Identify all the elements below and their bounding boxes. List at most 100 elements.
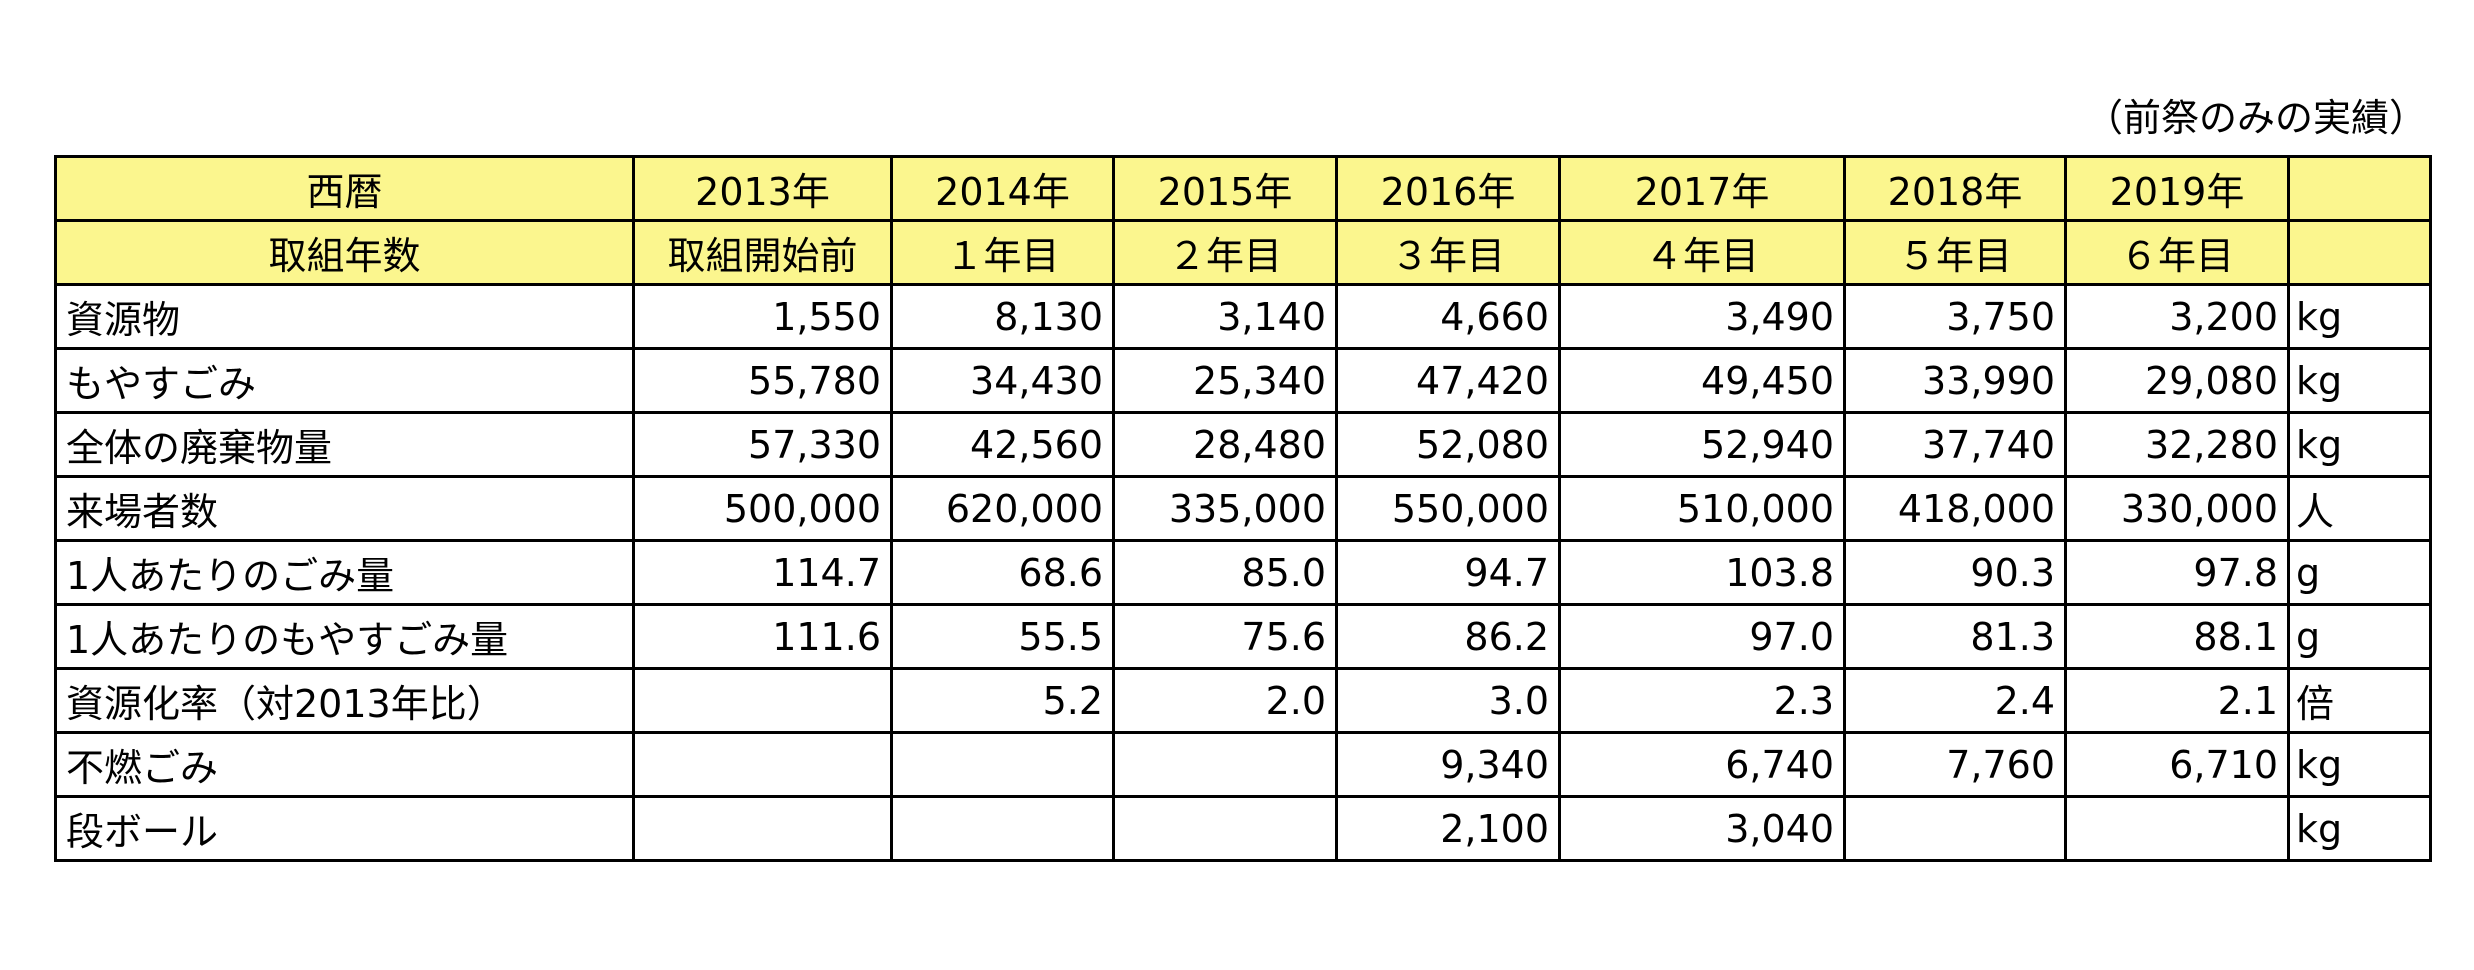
value-cell: 2.1: [2064, 667, 2290, 734]
row-label: 西暦: [54, 155, 635, 222]
unit-cell: kg: [2287, 283, 2432, 350]
effort-year-cell: ６年目: [2064, 219, 2290, 286]
value-cell: [890, 795, 1115, 862]
value-cell: 34,430: [890, 347, 1115, 414]
unit-cell: [2287, 219, 2432, 286]
value-cell: 97.8: [2064, 539, 2290, 606]
row-label: 資源化率（対2013年比）: [54, 667, 635, 734]
value-cell: 55.5: [890, 603, 1115, 670]
effort-year-cell: 取組開始前: [632, 219, 893, 286]
value-cell: 57,330: [632, 411, 893, 478]
value-cell: 4,660: [1335, 283, 1561, 350]
value-cell: 86.2: [1335, 603, 1561, 670]
effort-year-cell: ３年目: [1335, 219, 1561, 286]
value-cell: 32,280: [2064, 411, 2290, 478]
row-label: 取組年数: [54, 219, 635, 286]
table-row: 不燃ごみ 9,340 6,740 7,760 6,710 kg: [54, 731, 2432, 798]
effort-year-cell: ５年目: [1843, 219, 2067, 286]
header-row-effort-years: 取組年数 取組開始前 １年目 ２年目 ３年目 ４年目 ５年目 ６年目: [54, 219, 2432, 286]
value-cell: [1112, 795, 1338, 862]
row-label: 来場者数: [54, 475, 635, 542]
value-cell: 3,040: [1558, 795, 1846, 862]
value-cell: [1112, 731, 1338, 798]
value-cell: 3,490: [1558, 283, 1846, 350]
unit-cell: kg: [2287, 347, 2432, 414]
table-row: もやすごみ 55,780 34,430 25,340 47,420 49,450…: [54, 347, 2432, 414]
row-label: もやすごみ: [54, 347, 635, 414]
value-cell: 42,560: [890, 411, 1115, 478]
row-label: 1人あたりのもやすごみ量: [54, 603, 635, 670]
value-cell: 3,750: [1843, 283, 2067, 350]
unit-cell: g: [2287, 603, 2432, 670]
value-cell: 6,710: [2064, 731, 2290, 798]
row-label: 段ボール: [54, 795, 635, 862]
value-cell: [890, 731, 1115, 798]
value-cell: 52,940: [1558, 411, 1846, 478]
value-cell: 5.2: [890, 667, 1115, 734]
effort-year-cell: ２年目: [1112, 219, 1338, 286]
value-cell: [1843, 795, 2067, 862]
unit-cell: [2287, 155, 2432, 222]
value-cell: 2.0: [1112, 667, 1338, 734]
table-row: 来場者数 500,000 620,000 335,000 550,000 510…: [54, 475, 2432, 542]
unit-cell: kg: [2287, 411, 2432, 478]
value-cell: 8,130: [890, 283, 1115, 350]
value-cell: 68.6: [890, 539, 1115, 606]
effort-year-cell: １年目: [890, 219, 1115, 286]
row-label: 全体の廃棄物量: [54, 411, 635, 478]
value-cell: 510,000: [1558, 475, 1846, 542]
value-cell: 33,990: [1843, 347, 2067, 414]
value-cell: 55,780: [632, 347, 893, 414]
table-row: 資源物 1,550 8,130 3,140 4,660 3,490 3,750 …: [54, 283, 2432, 350]
value-cell: 3,140: [1112, 283, 1338, 350]
value-cell: 335,000: [1112, 475, 1338, 542]
value-cell: 90.3: [1843, 539, 2067, 606]
value-cell: 330,000: [2064, 475, 2290, 542]
effort-year-cell: ４年目: [1558, 219, 1846, 286]
value-cell: 97.0: [1558, 603, 1846, 670]
value-cell: [632, 795, 893, 862]
value-cell: 2.4: [1843, 667, 2067, 734]
value-cell: 75.6: [1112, 603, 1338, 670]
unit-cell: g: [2287, 539, 2432, 606]
year-cell: 2015年: [1112, 155, 1338, 222]
value-cell: 25,340: [1112, 347, 1338, 414]
row-label: 1人あたりのごみ量: [54, 539, 635, 606]
value-cell: 81.3: [1843, 603, 2067, 670]
value-cell: 52,080: [1335, 411, 1561, 478]
value-cell: 1,550: [632, 283, 893, 350]
value-cell: [632, 667, 893, 734]
value-cell: 418,000: [1843, 475, 2067, 542]
unit-cell: kg: [2287, 795, 2432, 862]
value-cell: 500,000: [632, 475, 893, 542]
value-cell: [632, 731, 893, 798]
value-cell: 9,340: [1335, 731, 1561, 798]
value-cell: 85.0: [1112, 539, 1338, 606]
value-cell: 3.0: [1335, 667, 1561, 734]
waste-statistics-table: 西暦 2013年 2014年 2015年 2016年 2017年 2018年 2…: [54, 155, 2432, 862]
unit-cell: 倍: [2287, 667, 2432, 734]
value-cell: 620,000: [890, 475, 1115, 542]
table-row: 1人あたりのごみ量 114.7 68.6 85.0 94.7 103.8 90.…: [54, 539, 2432, 606]
table-row: 資源化率（対2013年比） 5.2 2.0 3.0 2.3 2.4 2.1 倍: [54, 667, 2432, 734]
unit-cell: 人: [2287, 475, 2432, 542]
value-cell: 2,100: [1335, 795, 1561, 862]
unit-cell: kg: [2287, 731, 2432, 798]
header-row-year: 西暦 2013年 2014年 2015年 2016年 2017年 2018年 2…: [54, 155, 2432, 222]
value-cell: 49,450: [1558, 347, 1846, 414]
value-cell: 37,740: [1843, 411, 2067, 478]
value-cell: 88.1: [2064, 603, 2290, 670]
year-cell: 2013年: [632, 155, 893, 222]
value-cell: 550,000: [1335, 475, 1561, 542]
table-row: 段ボール 2,100 3,040 kg: [54, 795, 2432, 862]
value-cell: [2064, 795, 2290, 862]
year-cell: 2019年: [2064, 155, 2290, 222]
row-label: 不燃ごみ: [54, 731, 635, 798]
value-cell: 111.6: [632, 603, 893, 670]
table-note: （前祭のみの実績）: [2084, 96, 2427, 140]
value-cell: 2.3: [1558, 667, 1846, 734]
value-cell: 6,740: [1558, 731, 1846, 798]
value-cell: 7,760: [1843, 731, 2067, 798]
value-cell: 28,480: [1112, 411, 1338, 478]
year-cell: 2017年: [1558, 155, 1846, 222]
